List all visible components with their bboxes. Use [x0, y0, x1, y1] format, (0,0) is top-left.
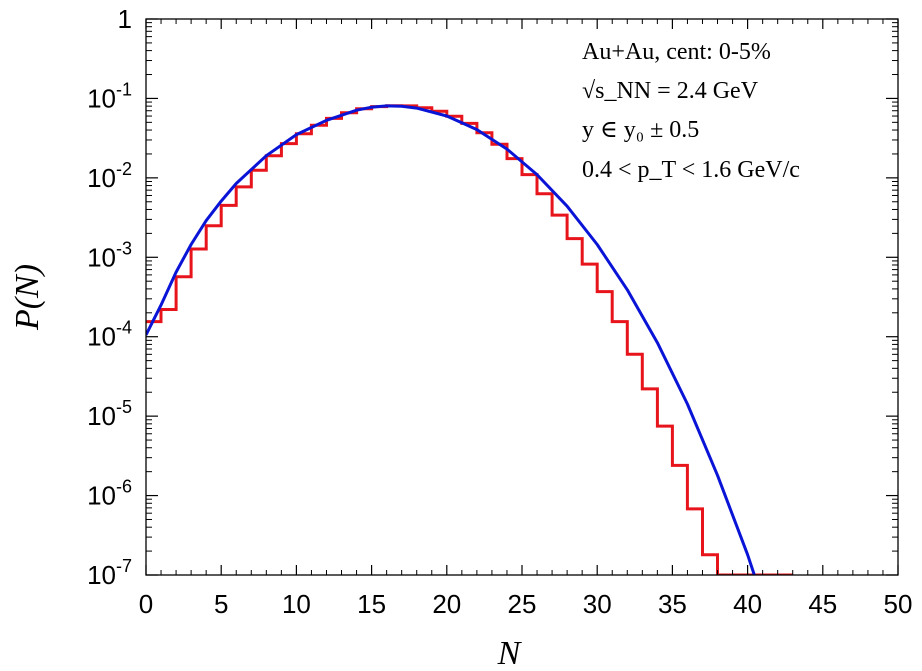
x-tick-label: 40 [733, 589, 762, 619]
x-tick-label: 15 [357, 589, 386, 619]
y-tick-label: 10-2 [87, 159, 132, 193]
x-tick-label: 45 [808, 589, 837, 619]
x-tick-label: 20 [432, 589, 461, 619]
x-tick-label: 50 [884, 589, 913, 619]
axes-layer: 0 5 10 15 20 25 30 35 40 45 50 1 10-1 10-2 10-3 10-4 10-… [87, 4, 912, 619]
x-tick-label: 25 [508, 589, 537, 619]
x-tick-label: 5 [214, 589, 228, 619]
plot-frame [145, 18, 899, 576]
annotation-pt-range: 0.4 < p_T < 1.6 GeV/c [582, 157, 800, 183]
x-tick-label: 30 [583, 589, 612, 619]
y-tick-label: 10-7 [87, 556, 132, 590]
x-tick-label: 10 [282, 589, 311, 619]
y-tick-label: 10-3 [87, 238, 132, 272]
annotation-layer: Au+Au, cent: 0-5% √s_NN = 2.4 GeV y ∈ y₀… [582, 39, 800, 183]
annotation-rapidity: y ∈ y₀ ± 0.5 [582, 117, 699, 143]
x-axis-title: N [497, 635, 523, 671]
x-tick-label: 35 [658, 589, 687, 619]
y-tick-label: 10-1 [87, 79, 132, 113]
y-axis-title: P(N) [9, 264, 46, 331]
x-tick-label: 0 [139, 589, 153, 619]
annotation-system: Au+Au, cent: 0-5% [582, 39, 771, 65]
y-tick-label: 10-4 [87, 318, 132, 352]
y-tick-label: 10-5 [87, 397, 132, 431]
y-tick-label: 1 [118, 4, 132, 34]
y-tick-label: 10-6 [87, 477, 132, 511]
plot-content [146, 104, 793, 575]
histogram-series [146, 104, 793, 575]
annotation-energy: √s_NN = 2.4 GeV [582, 78, 759, 104]
fit-curve-series [146, 104, 792, 575]
